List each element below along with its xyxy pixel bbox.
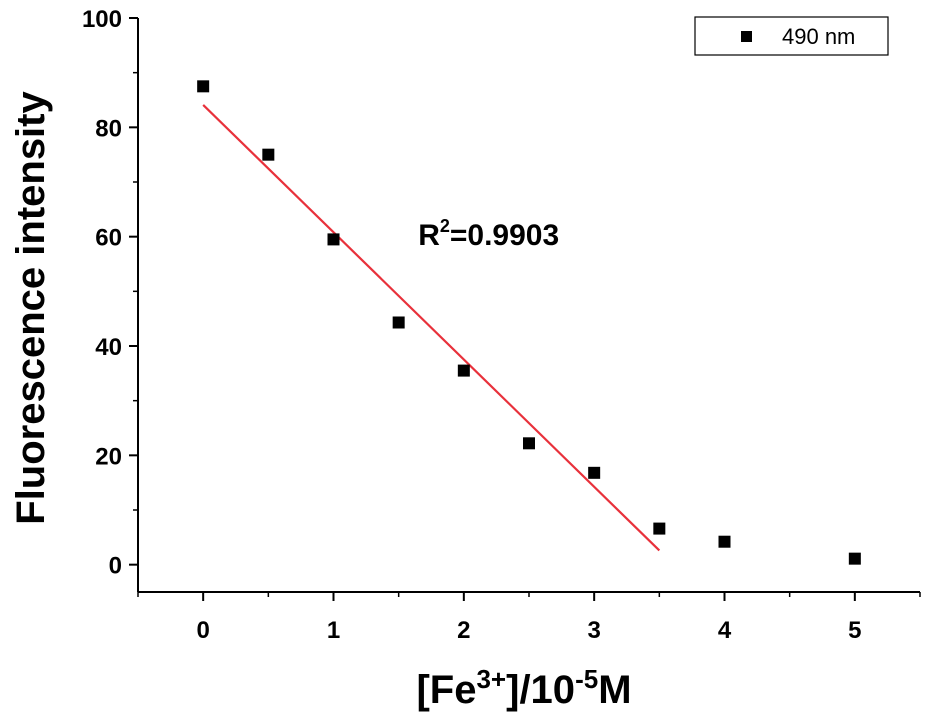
data-point (197, 80, 210, 93)
x-axis-title-sup: 3+ (476, 664, 506, 694)
data-point (523, 437, 535, 450)
x-axis-title-sup2: -5 (575, 664, 598, 694)
data-point (848, 552, 861, 565)
data-point (392, 316, 405, 329)
linear-fit-line (202, 104, 661, 552)
x-tick-label: 1 (327, 617, 340, 644)
x-tick-label: 2 (457, 617, 470, 644)
x-axis-title-main: [Fe (416, 668, 476, 712)
data-point (588, 466, 601, 479)
plot-frame (137, 18, 920, 593)
x-axis-title-end: M (598, 668, 631, 712)
legend-label: 490 nm (782, 24, 855, 49)
x-tick-label: 0 (196, 617, 209, 644)
legend-box (694, 16, 889, 56)
y-tick-label: 100 (82, 6, 122, 33)
data-point (327, 233, 340, 246)
axis-ticks: 0 20 40 60 80 100 0 1 2 3 4 5 (82, 6, 921, 644)
r-squared-annotation: R2=0.9903 (418, 216, 559, 252)
r-squared-prefix: R (418, 219, 440, 252)
legend: 490 nm (694, 16, 889, 56)
r-squared-superscript: 2 (440, 216, 450, 236)
y-axis-title: Fluorescence intensity (9, 91, 53, 525)
data-point (718, 535, 731, 548)
legend-marker (741, 31, 752, 42)
x-tick-label: 4 (718, 617, 732, 644)
y-tick-label: 0 (109, 553, 122, 580)
x-axis-title: [Fe3+]/10-5M (416, 664, 631, 712)
r-squared-value: =0.9903 (450, 219, 559, 252)
data-points (197, 80, 861, 565)
y-tick-label: 40 (95, 334, 122, 361)
x-tick-label: 3 (587, 617, 600, 644)
data-point (457, 364, 470, 377)
data-point (262, 148, 275, 161)
y-tick-label: 80 (95, 115, 122, 142)
x-tick-label: 5 (848, 617, 861, 644)
fit-line-group (202, 104, 661, 552)
data-point (653, 522, 666, 535)
x-axis-title-mid: ]/10 (506, 668, 575, 712)
y-tick-label: 60 (95, 225, 122, 252)
y-tick-label: 20 (95, 443, 122, 470)
